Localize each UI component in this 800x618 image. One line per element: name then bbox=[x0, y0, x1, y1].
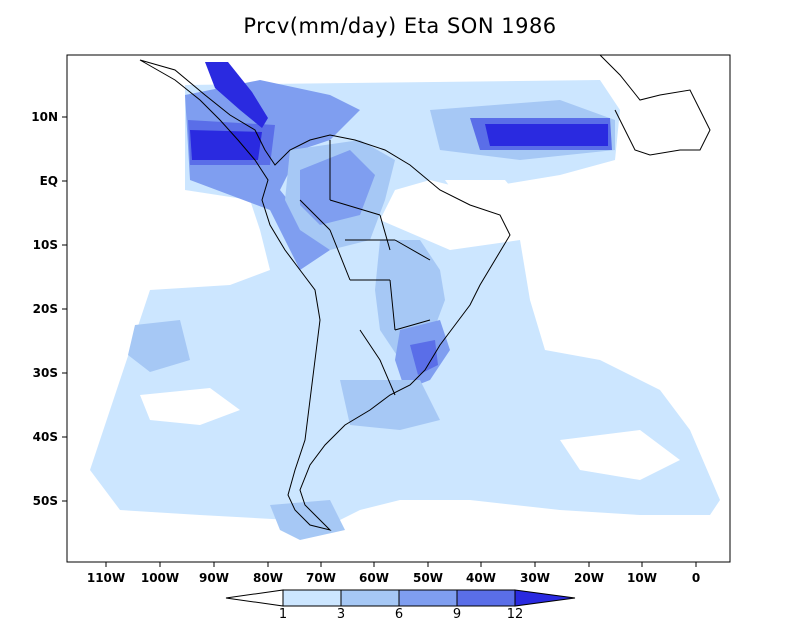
lon-label-10w: 10W bbox=[627, 571, 657, 585]
lon-label-20w: 20W bbox=[574, 571, 604, 585]
colorbar-high-triangle bbox=[514, 589, 576, 607]
lat-label-10n: 10N bbox=[31, 110, 58, 124]
longitude-axis: 110W 100W 90W 80W 70W 60W 50W 40W 30W 20… bbox=[87, 562, 700, 585]
lon-label-60w: 60W bbox=[359, 571, 389, 585]
colorbar-label-3: 3 bbox=[337, 607, 345, 618]
lon-label-30w: 30W bbox=[520, 571, 550, 585]
colorbar-segment-3-6 bbox=[340, 589, 400, 607]
colorbar: 1 3 6 9 12 bbox=[225, 589, 576, 618]
lat-label-10s: 10S bbox=[33, 238, 58, 252]
lon-label-70w: 70W bbox=[306, 571, 336, 585]
colorbar-label-9: 9 bbox=[453, 607, 461, 618]
precipitation-field bbox=[90, 62, 720, 540]
lon-label-90w: 90W bbox=[199, 571, 229, 585]
colorbar-segment-1-3 bbox=[282, 589, 342, 607]
lon-label-100w: 100W bbox=[141, 571, 179, 585]
map-title: Prcv(mm/day) Eta SON 1986 bbox=[243, 14, 557, 38]
lon-label-0: 0 bbox=[692, 571, 700, 585]
colorbar-segment-6-9 bbox=[398, 589, 458, 607]
colorbar-segment-9-12 bbox=[456, 589, 516, 607]
lon-label-110w: 110W bbox=[87, 571, 125, 585]
lat-label-20s: 20S bbox=[33, 302, 58, 316]
lat-label-30s: 30S bbox=[33, 366, 58, 380]
lat-label-40s: 40S bbox=[33, 430, 58, 444]
colorbar-label-6: 6 bbox=[395, 607, 403, 618]
lon-label-50w: 50W bbox=[413, 571, 443, 585]
colorbar-label-12: 12 bbox=[507, 607, 524, 618]
lat-label-eq: EQ bbox=[40, 174, 58, 188]
colorbar-label-1: 1 bbox=[279, 607, 287, 618]
lon-label-40w: 40W bbox=[466, 571, 496, 585]
coastlines bbox=[139, 54, 711, 531]
colorbar-low-triangle bbox=[225, 589, 284, 607]
lat-label-50s: 50S bbox=[33, 494, 58, 508]
lon-label-80w: 80W bbox=[253, 571, 283, 585]
latitude-axis: 10N EQ 10S 20S 30S 40S 50S bbox=[31, 110, 67, 508]
